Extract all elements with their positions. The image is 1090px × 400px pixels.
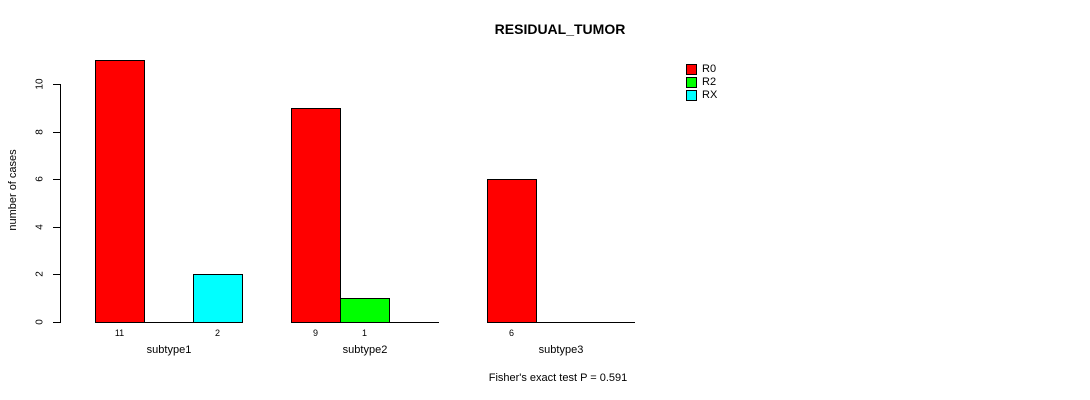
legend-swatch-r2 bbox=[686, 77, 697, 88]
group-baseline bbox=[95, 322, 243, 323]
y-axis-line bbox=[60, 84, 61, 323]
y-axis-tick-label: 4 bbox=[34, 224, 46, 230]
bar-rx-subtype1 bbox=[193, 274, 243, 322]
legend-item-rx: RX bbox=[686, 90, 717, 101]
category-label-subtype1: subtype1 bbox=[146, 344, 192, 356]
group-baseline bbox=[487, 322, 635, 323]
legend-swatch-rx bbox=[686, 90, 697, 101]
y-axis-tick-label: 10 bbox=[34, 78, 46, 90]
y-axis-tick-label: 2 bbox=[34, 271, 46, 278]
legend: R0 R2 RX bbox=[686, 64, 717, 103]
legend-item-r0: R0 bbox=[686, 64, 717, 75]
bar-value-label: 11 bbox=[114, 328, 125, 338]
y-axis-tick-label: 0 bbox=[34, 319, 46, 325]
bar-value-label: 2 bbox=[214, 328, 221, 338]
category-label-subtype3: subtype3 bbox=[538, 344, 584, 356]
category-label-subtype2: subtype2 bbox=[342, 344, 388, 356]
bar-value-label: 9 bbox=[312, 328, 319, 338]
group-baseline bbox=[291, 322, 439, 323]
bar-value-label: 1 bbox=[361, 328, 368, 338]
bar-r0-subtype2 bbox=[291, 108, 341, 322]
y-axis-label: number of cases bbox=[7, 149, 19, 231]
bar-value-label: 6 bbox=[508, 328, 515, 338]
y-axis-tick bbox=[53, 226, 61, 228]
y-axis-tick bbox=[53, 84, 61, 85]
y-axis-tick bbox=[53, 322, 61, 323]
legend-item-r2: R2 bbox=[686, 77, 717, 88]
y-axis-tick-label: 8 bbox=[34, 128, 46, 135]
y-axis-tick bbox=[53, 274, 61, 276]
legend-label: R2 bbox=[702, 76, 717, 88]
legend-swatch-r0 bbox=[686, 64, 697, 75]
y-axis-tick bbox=[53, 131, 61, 133]
legend-label: RX bbox=[702, 89, 718, 101]
bar-r0-subtype3 bbox=[487, 179, 537, 322]
stat-annotation: Fisher's exact test P = 0.591 bbox=[488, 372, 628, 384]
legend-label: R0 bbox=[702, 63, 717, 75]
bar-r0-subtype1 bbox=[95, 60, 145, 322]
y-axis-tick-label: 6 bbox=[34, 176, 46, 182]
bar-r2-subtype2 bbox=[340, 298, 390, 322]
y-axis-tick bbox=[53, 179, 61, 181]
chart-title: RESIDUAL_TUMOR bbox=[494, 21, 626, 37]
